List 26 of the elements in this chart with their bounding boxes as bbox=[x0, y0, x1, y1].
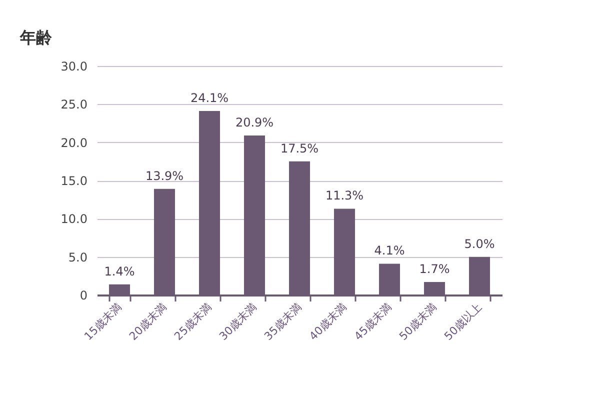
data-label: 20.9% bbox=[235, 115, 274, 130]
x-tick-label: 45歳未満 bbox=[352, 300, 394, 343]
data-label: 11.3% bbox=[325, 188, 364, 203]
x-tick-label: 15歳未満 bbox=[82, 300, 124, 343]
y-tick-label: 20.0 bbox=[60, 136, 88, 150]
x-tick-label: 50歳未満 bbox=[396, 300, 440, 343]
chart-title: 年齢 bbox=[19, 28, 53, 47]
y-tick-label: 10.0 bbox=[60, 212, 88, 226]
data-label: 1.7% bbox=[419, 262, 450, 276]
data-label: 24.1% bbox=[190, 91, 229, 106]
x-tick-label: 30歳未満 bbox=[216, 300, 260, 343]
y-tick-label: 0 bbox=[80, 288, 88, 302]
x-tick-label: 25歳未満 bbox=[172, 300, 214, 343]
data-label: 17.5% bbox=[280, 141, 319, 156]
y-tick-label: 25.0 bbox=[60, 98, 88, 112]
data-label: 5.0% bbox=[464, 236, 495, 251]
x-tick-label: 40歳未満 bbox=[306, 300, 350, 343]
y-tick-label: 30.0 bbox=[60, 60, 88, 74]
x-tick-label: 50歳以上 bbox=[442, 300, 484, 343]
data-label: 4.1% bbox=[374, 244, 405, 258]
x-tick-label: 20歳未満 bbox=[126, 300, 170, 343]
x-tick-label: 35歳未満 bbox=[262, 300, 304, 343]
data-label: 13.9% bbox=[145, 168, 184, 183]
y-tick-label: 15.0 bbox=[60, 174, 88, 188]
y-tick-label: 5.0 bbox=[68, 250, 88, 264]
data-label: 1.4% bbox=[104, 264, 135, 278]
